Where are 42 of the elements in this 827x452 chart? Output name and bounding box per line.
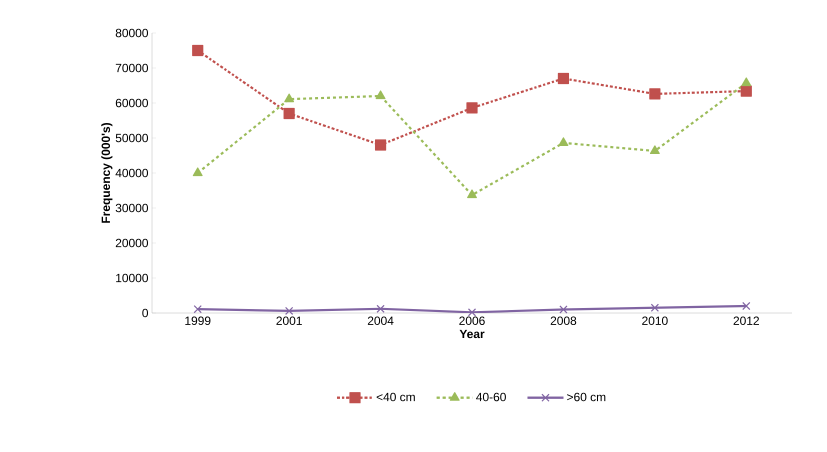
x-tick-label: 2012: [734, 316, 759, 325]
point: [374, 139, 386, 151]
x-tick-label: 2004: [368, 316, 394, 325]
point: [376, 304, 385, 313]
y-tick-label: 80000: [116, 28, 148, 38]
point: [742, 302, 750, 310]
legend-label: 40-60: [476, 392, 506, 402]
x-tick-label: 2001: [276, 316, 302, 325]
point: [194, 305, 202, 314]
y-tick-label: 10000: [116, 274, 148, 282]
point: [284, 108, 295, 120]
point: [650, 304, 659, 312]
point: [376, 90, 386, 100]
point: [740, 86, 752, 97]
point: [558, 137, 568, 146]
y-tick-label: 30000: [116, 204, 148, 212]
y-tick-label: 70000: [116, 64, 148, 72]
point: [192, 167, 203, 176]
y-axis-title: Frequency (000's): [101, 123, 112, 223]
point: [558, 72, 570, 84]
y-tick-label: 40000: [116, 168, 148, 178]
point: [650, 145, 660, 154]
x-tick-label: 2010: [642, 316, 668, 325]
point: [468, 308, 476, 316]
x-tick-label: 2008: [550, 316, 576, 325]
point: [285, 306, 294, 316]
legend-label: >60 cm: [567, 392, 606, 402]
point: [649, 88, 660, 100]
y-tick-label: 0: [142, 308, 148, 318]
point: [741, 77, 752, 86]
x-axis-title: Year: [460, 330, 484, 338]
x-tick-label: 1999: [185, 316, 210, 325]
y-tick-label: 60000: [116, 98, 148, 108]
point: [467, 189, 477, 198]
y-tick-label: 50000: [116, 134, 148, 142]
x-tick-label: 2006: [459, 316, 485, 325]
point: [192, 44, 204, 56]
legend-label: <40 cm: [376, 392, 415, 402]
y-tick-label: 20000: [116, 238, 148, 248]
point: [466, 102, 478, 114]
point: [284, 94, 294, 102]
point: [559, 305, 568, 314]
